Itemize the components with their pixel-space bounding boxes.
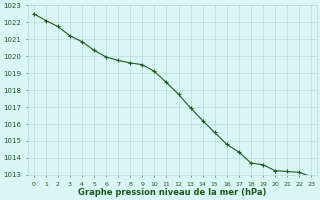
X-axis label: Graphe pression niveau de la mer (hPa): Graphe pression niveau de la mer (hPa)	[78, 188, 267, 197]
